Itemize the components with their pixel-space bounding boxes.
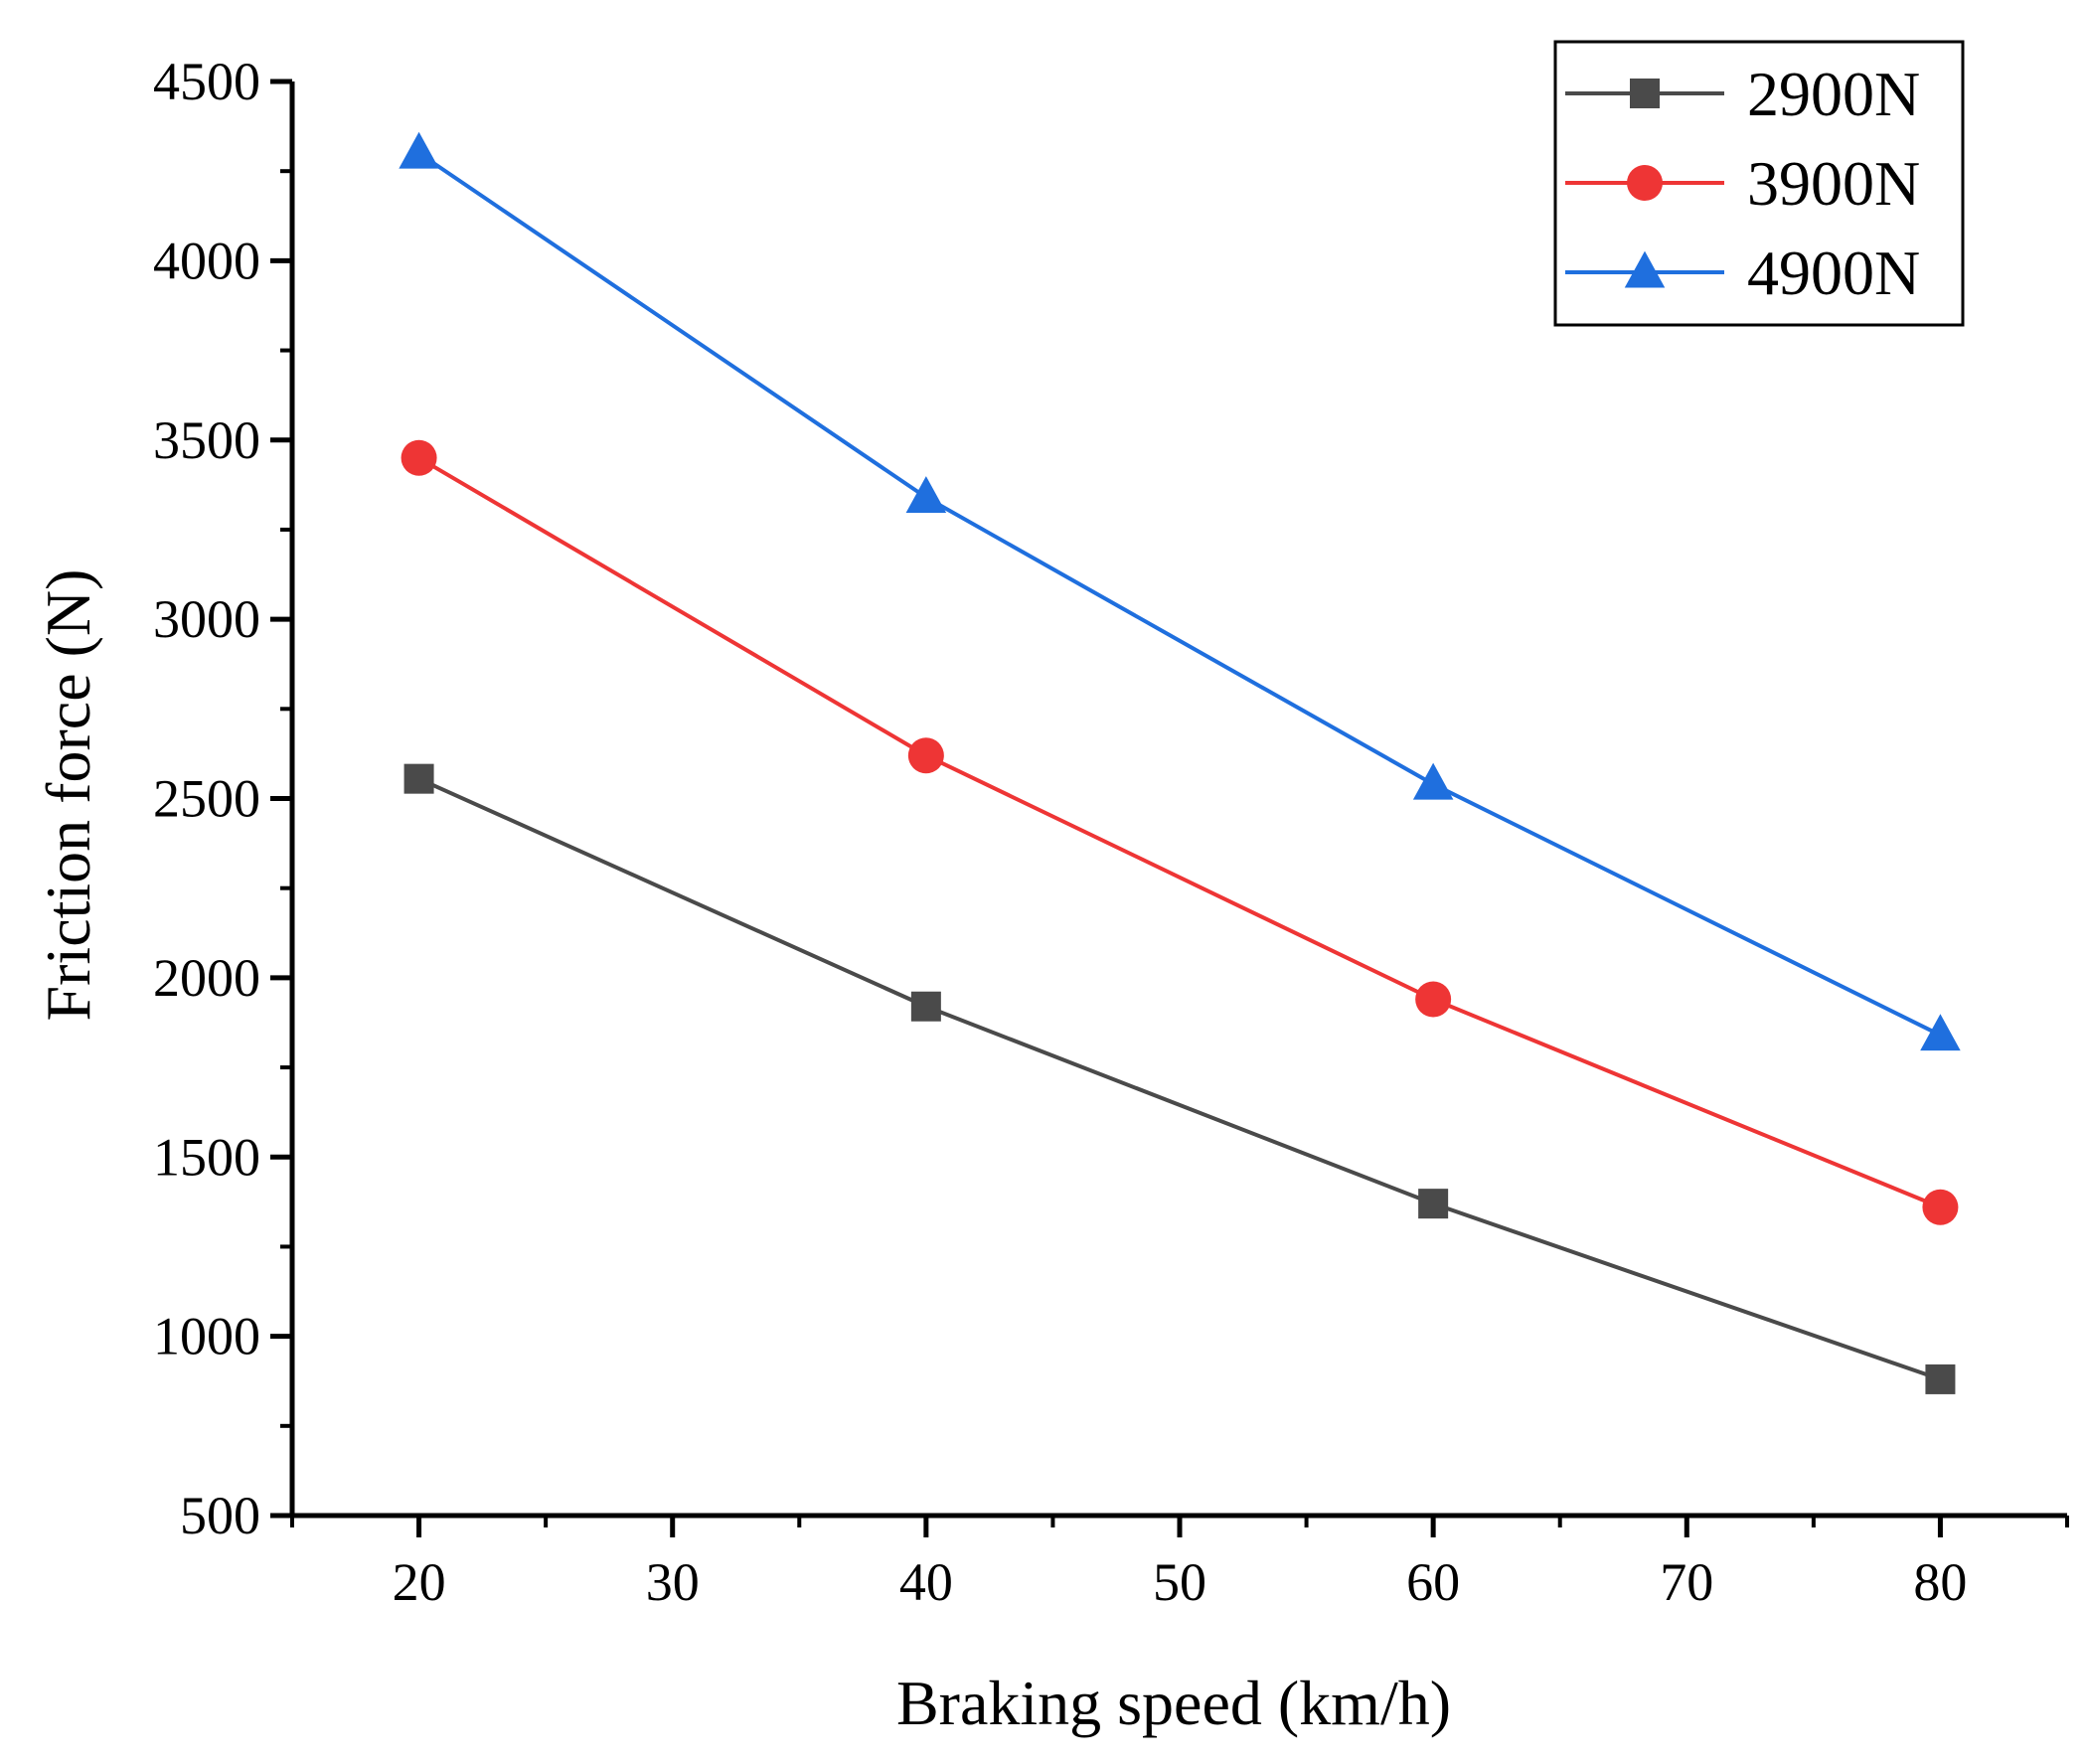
x-tick-label: 40 [899, 1552, 953, 1612]
x-tick-label: 80 [1913, 1552, 1967, 1612]
data-point [1920, 1014, 1961, 1051]
data-point [1412, 762, 1454, 800]
x-tick-label: 30 [646, 1552, 700, 1612]
legend-label: 2900N [1747, 59, 1920, 129]
legend-label: 3900N [1747, 148, 1920, 219]
series-line [417, 776, 1942, 1381]
axes: 500 1000 1500 2000 2500 3000 3500 4000 4500 20 30 4… [153, 52, 2069, 1612]
data-point [1925, 1363, 1956, 1394]
y-tick-label: 3500 [153, 410, 260, 470]
data-point [399, 131, 439, 169]
data-point [1418, 1189, 1449, 1219]
data-point [403, 763, 434, 794]
series-2900N [403, 763, 1956, 1394]
series-4900N [399, 131, 1961, 1051]
series-line [417, 456, 1942, 1209]
y-axis-title: Friction force (N) [33, 569, 103, 1022]
legend-item: 3900N [1565, 148, 1920, 219]
series-3900N [401, 439, 1959, 1225]
x-tick-label: 20 [393, 1552, 446, 1612]
legend-marker [1630, 79, 1660, 108]
legend: 2900N 3900N 4900N [1553, 40, 1965, 327]
data-point [910, 991, 941, 1022]
series-line [417, 151, 1942, 1038]
legend-marker [1624, 250, 1666, 288]
legend-marker [1627, 165, 1663, 201]
x-tick-label: 50 [1153, 1552, 1206, 1612]
y-tick-label: 3000 [153, 589, 260, 649]
x-tick-label: 70 [1660, 1552, 1713, 1612]
y-tick-label: 1500 [153, 1127, 260, 1187]
data-point [401, 439, 437, 476]
legend-item: 4900N [1565, 238, 1920, 308]
data-point [907, 737, 944, 774]
x-tick-label: 60 [1406, 1552, 1460, 1612]
y-tick-label: 1000 [153, 1307, 260, 1366]
data-point [1415, 981, 1452, 1018]
y-tick-label: 500 [180, 1486, 260, 1545]
y-tick-label: 4500 [153, 52, 260, 111]
legend-label: 4900N [1747, 238, 1920, 308]
legend-item: 2900N [1565, 59, 1920, 129]
y-tick-label: 2000 [153, 948, 260, 1008]
y-tick-label: 2500 [153, 769, 260, 829]
x-axis-title: Braking speed (km/h) [896, 1668, 1451, 1738]
series-layer [399, 131, 1961, 1394]
data-point [1922, 1189, 1959, 1225]
y-tick-label: 4000 [153, 231, 260, 290]
data-point [905, 476, 947, 513]
